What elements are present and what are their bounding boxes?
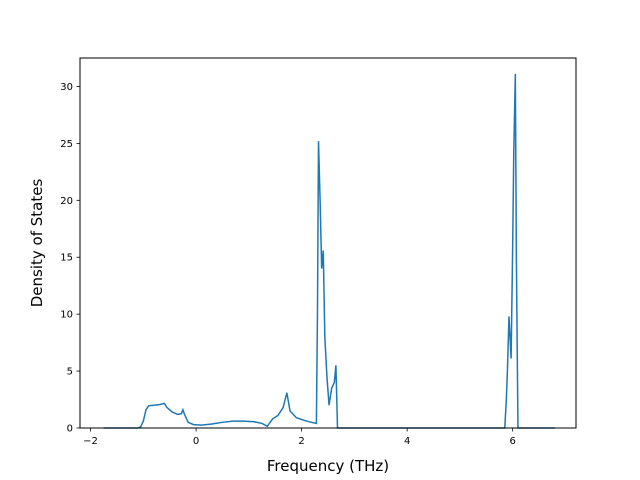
x-axis-label: Frequency (THz) <box>267 457 389 475</box>
series-line <box>103 73 555 429</box>
y-tick-label: 25 <box>60 139 73 150</box>
x-tick-label: 4 <box>404 436 410 447</box>
x-tick-label: 0 <box>193 436 199 447</box>
y-tick-label: 5 <box>67 367 73 378</box>
x-tick-label: −2 <box>83 436 98 447</box>
y-tick-label: 0 <box>67 424 73 435</box>
y-tick-label: 15 <box>60 253 73 264</box>
y-tick-label: 10 <box>60 310 73 321</box>
y-axis-label: Density of States <box>28 179 46 308</box>
y-tick-label: 30 <box>60 82 73 93</box>
plot-frame <box>79 57 577 429</box>
y-axis: 0 5 10 15 20 25 30 <box>60 82 80 435</box>
x-tick-label: 2 <box>298 436 304 447</box>
y-tick-label: 20 <box>60 196 73 207</box>
x-tick-label: 6 <box>509 436 515 447</box>
